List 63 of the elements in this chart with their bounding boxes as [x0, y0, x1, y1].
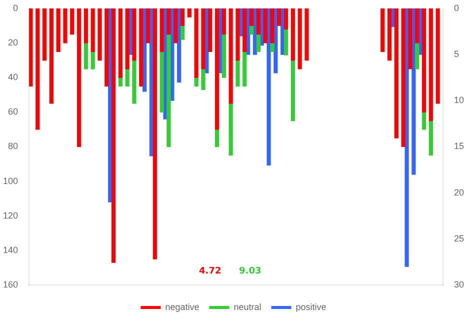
bar	[214, 129, 220, 148]
y-tick-label: 140	[2, 244, 18, 255]
y-tick-label: 120	[2, 210, 18, 220]
bar	[70, 8, 74, 35]
bar	[180, 25, 185, 40]
bar	[290, 60, 295, 122]
bar	[98, 8, 102, 61]
bar	[422, 8, 426, 112]
bar	[118, 8, 122, 78]
y-tick-label: 160	[2, 279, 18, 290]
annotation: 4.72	[199, 266, 222, 276]
bar	[84, 42, 88, 70]
bar	[304, 8, 309, 61]
bar	[125, 68, 130, 87]
y2-tick-label: 5	[454, 48, 460, 59]
y-tick-label: 40	[8, 72, 18, 82]
bar	[428, 120, 433, 156]
bar	[84, 8, 88, 44]
bar	[415, 42, 420, 70]
bar	[436, 8, 440, 104]
y-tick-label: 80	[8, 141, 18, 152]
bar	[90, 51, 95, 70]
legend-label: positive	[296, 302, 326, 312]
bar	[132, 60, 136, 104]
bar	[266, 8, 271, 166]
bar	[201, 68, 206, 90]
y-tick-label: 0	[13, 2, 18, 13]
bar	[290, 8, 295, 61]
y-tick-label: 100	[2, 176, 18, 186]
y2-tick-label: 10	[454, 95, 464, 106]
y2-tick-label: 20	[454, 187, 464, 198]
bar	[42, 8, 47, 61]
bar	[236, 60, 240, 87]
legend-label: negative	[165, 302, 200, 312]
y2-tick-label: 15	[454, 141, 464, 152]
bar	[56, 8, 60, 52]
bar	[180, 8, 185, 26]
bar	[270, 42, 274, 52]
bar	[242, 51, 247, 87]
bar	[298, 8, 302, 70]
bar	[187, 8, 192, 18]
bar	[76, 8, 82, 148]
y2-tick-label: 25	[454, 233, 464, 244]
bar	[228, 8, 233, 104]
bar	[90, 8, 95, 52]
bar	[428, 8, 433, 122]
bar	[387, 8, 392, 61]
y-tick-label: 20	[8, 37, 18, 48]
legend-label: neutral	[234, 302, 262, 312]
bar	[166, 8, 171, 35]
bar	[380, 8, 385, 52]
bar	[36, 8, 40, 130]
bar	[394, 8, 398, 138]
bar	[63, 8, 68, 44]
bar	[194, 8, 198, 78]
annotation: 9.03	[239, 266, 262, 276]
bar	[29, 8, 33, 87]
y-tick-label: 60	[8, 106, 18, 117]
y2-tick-label: 30	[454, 279, 464, 290]
bar	[228, 103, 233, 156]
bar	[49, 8, 54, 104]
y2-tick-label: 0	[454, 2, 460, 13]
bar	[422, 112, 426, 130]
